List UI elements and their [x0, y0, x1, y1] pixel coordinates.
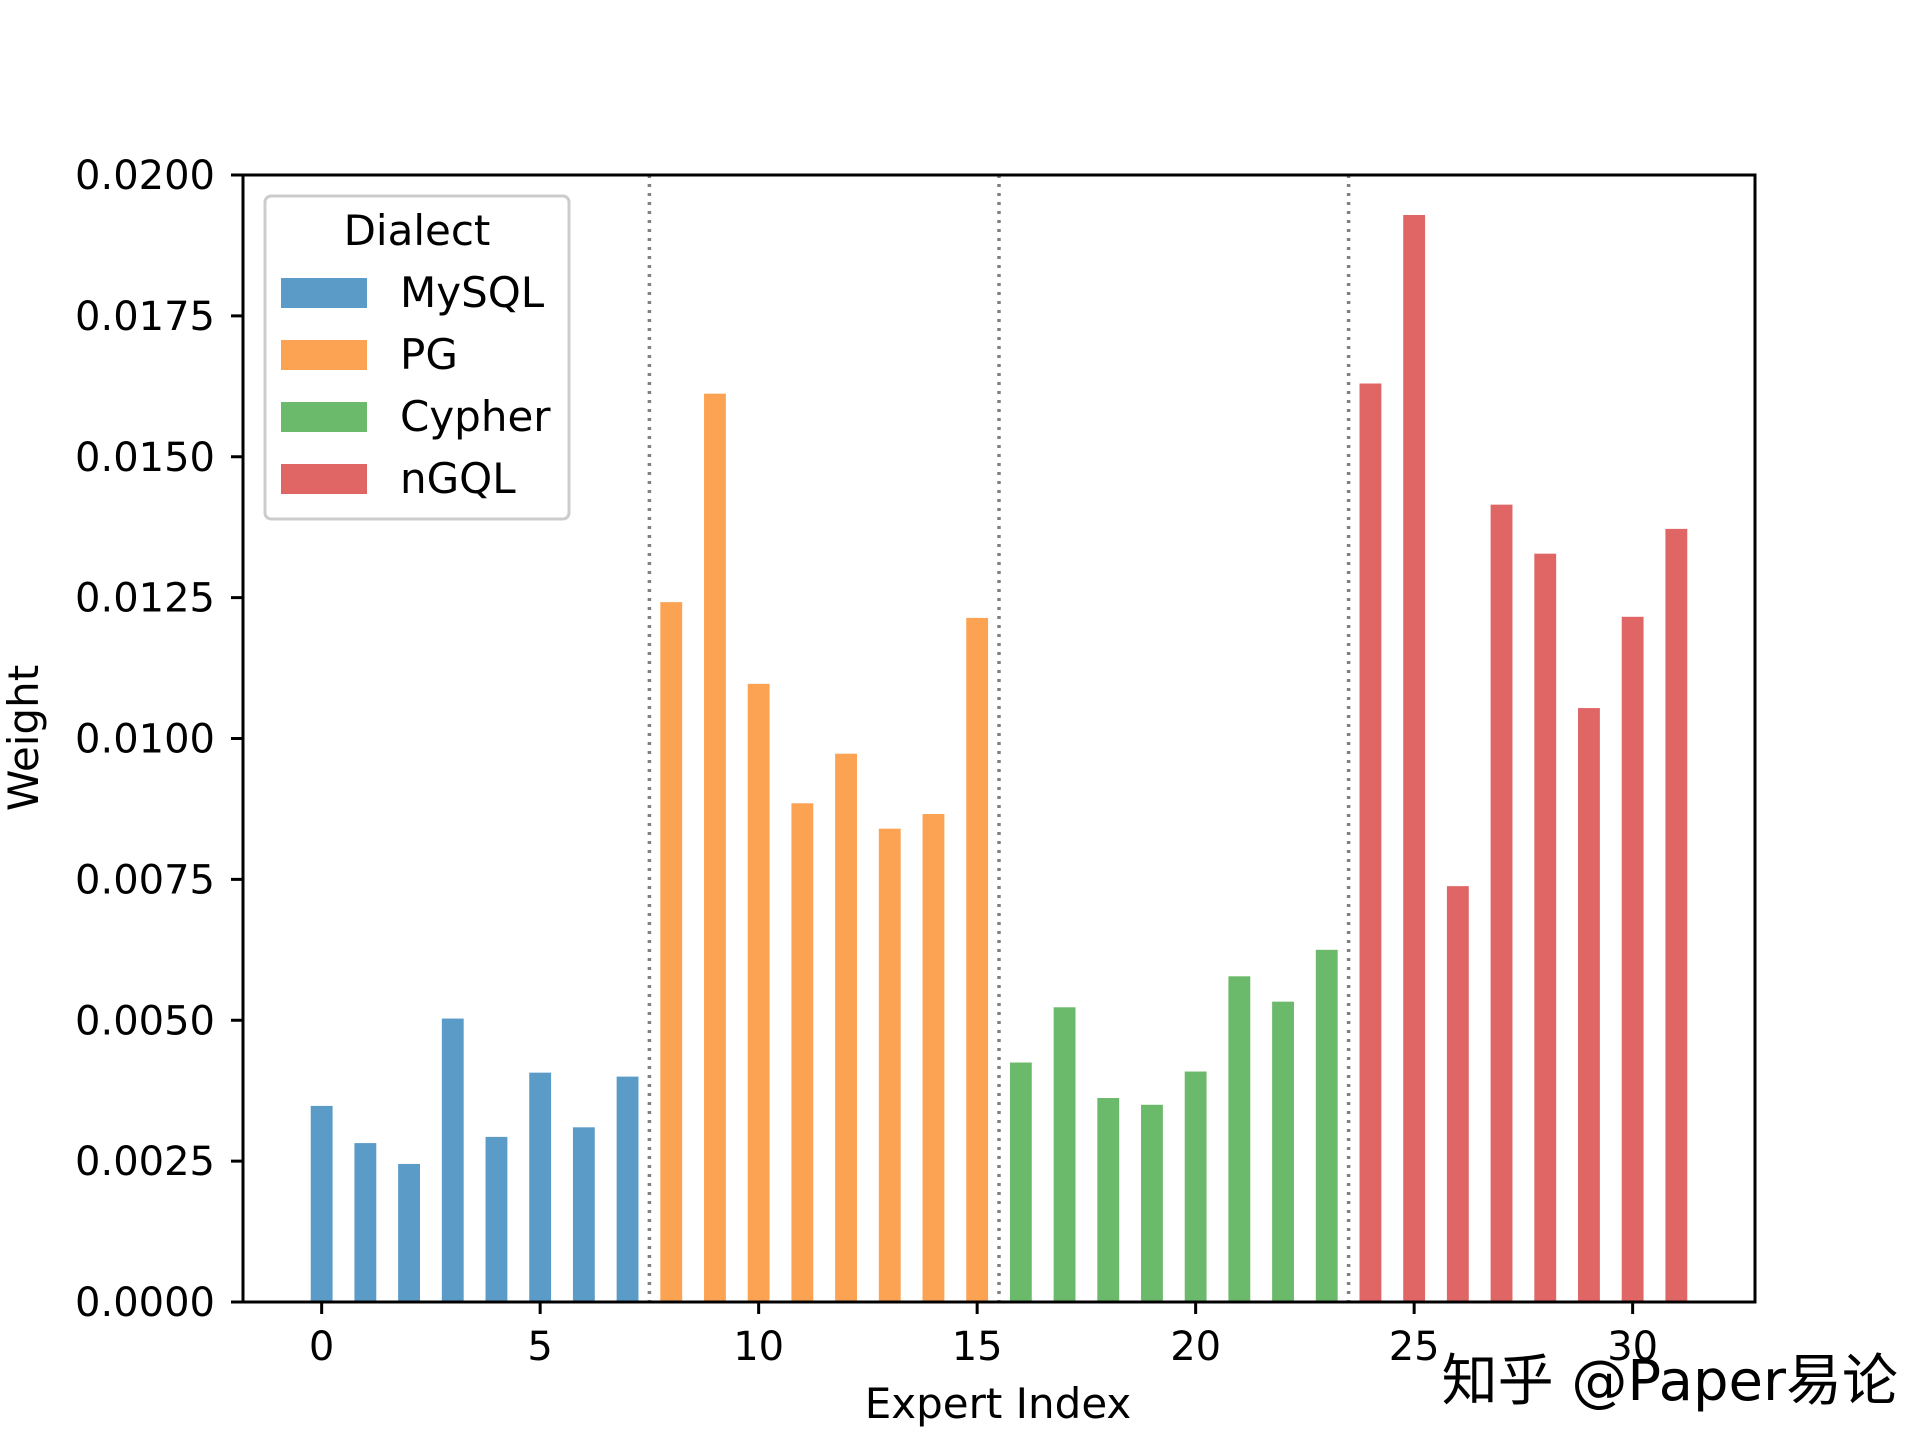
bar-ngql-31 [1665, 528, 1688, 1302]
bar-pg-11 [791, 803, 814, 1302]
bar-mysql-5 [529, 1072, 552, 1302]
legend-swatch-pg [281, 340, 367, 370]
bar-cypher-16 [1009, 1062, 1032, 1302]
bar-cypher-23 [1315, 949, 1338, 1302]
y-tick-label: 0.0025 [75, 1139, 215, 1185]
x-tick-label: 10 [733, 1324, 784, 1370]
legend-box [263, 194, 571, 521]
x-tick-label: 0 [309, 1324, 334, 1370]
bar-ngql-26 [1446, 886, 1469, 1302]
bar-mysql-0 [310, 1105, 333, 1302]
bar-cypher-18 [1097, 1098, 1120, 1302]
bar-mysql-2 [398, 1163, 420, 1302]
x-tick-label: 5 [527, 1324, 552, 1370]
legend-title: Dialect [344, 206, 491, 255]
bars-layer [310, 215, 1688, 1303]
x-tick-label: 20 [1170, 1324, 1221, 1370]
bar-pg-15 [966, 617, 989, 1302]
y-tick-label: 0.0125 [75, 576, 215, 622]
legend-swatch-cypher [281, 402, 367, 432]
legend-label-cypher: Cypher [400, 392, 551, 441]
bar-ngql-28 [1534, 553, 1557, 1302]
legend-label-pg: PG [400, 330, 458, 379]
y-tick-label: 0.0075 [75, 857, 215, 903]
y-tick-label: 0.0000 [75, 1280, 215, 1326]
x-tick-label: 15 [952, 1324, 1003, 1370]
bar-ngql-29 [1578, 708, 1600, 1302]
legend: Dialect MySQL PG Cypher nGQL [263, 194, 571, 521]
x-axis: 0 5 10 15 20 25 30 [309, 1302, 1658, 1370]
legend-swatch-ngql [281, 464, 367, 494]
bar-pg-9 [704, 393, 726, 1302]
y-axis-label: Weight [0, 665, 48, 811]
y-tick-label: 0.0100 [75, 717, 215, 763]
bar-mysql-3 [441, 1018, 464, 1302]
y-axis: 0.0000 0.0025 0.0050 0.0075 0.0100 0.0125 0.01… [75, 153, 243, 1326]
bar-cypher-19 [1141, 1104, 1163, 1302]
bar-ngql-30 [1621, 616, 1644, 1302]
y-tick-label: 0.0150 [75, 435, 215, 481]
bar-pg-8 [660, 602, 683, 1302]
bar-pg-13 [878, 828, 901, 1302]
bar-ngql-25 [1403, 215, 1426, 1302]
y-tick-label: 0.0050 [75, 998, 215, 1044]
bar-cypher-20 [1184, 1071, 1207, 1302]
bar-mysql-7 [616, 1076, 639, 1302]
bar-mysql-1 [354, 1143, 377, 1302]
legend-label-ngql: nGQL [400, 454, 516, 503]
bar-ngql-27 [1490, 504, 1513, 1303]
bar-pg-14 [922, 814, 945, 1302]
y-tick-label: 0.0200 [75, 153, 215, 199]
bar-mysql-6 [572, 1127, 595, 1302]
x-tick-label: 25 [1389, 1324, 1440, 1370]
bar-cypher-22 [1272, 1001, 1294, 1302]
legend-swatch-mysql [281, 278, 367, 308]
bar-ngql-24 [1359, 383, 1382, 1302]
bar-pg-12 [835, 753, 857, 1302]
bar-cypher-17 [1053, 1007, 1076, 1302]
bar-mysql-4 [485, 1136, 508, 1302]
watermark: 知乎 @Paper易论 [1442, 1349, 1898, 1414]
x-tick-label: 30 [1607, 1324, 1658, 1370]
y-tick-label: 0.0175 [75, 294, 215, 340]
bar-pg-10 [747, 683, 770, 1302]
bar-cypher-21 [1228, 976, 1251, 1302]
x-axis-label: Expert Index [865, 1379, 1132, 1428]
legend-label-mysql: MySQL [400, 268, 545, 317]
